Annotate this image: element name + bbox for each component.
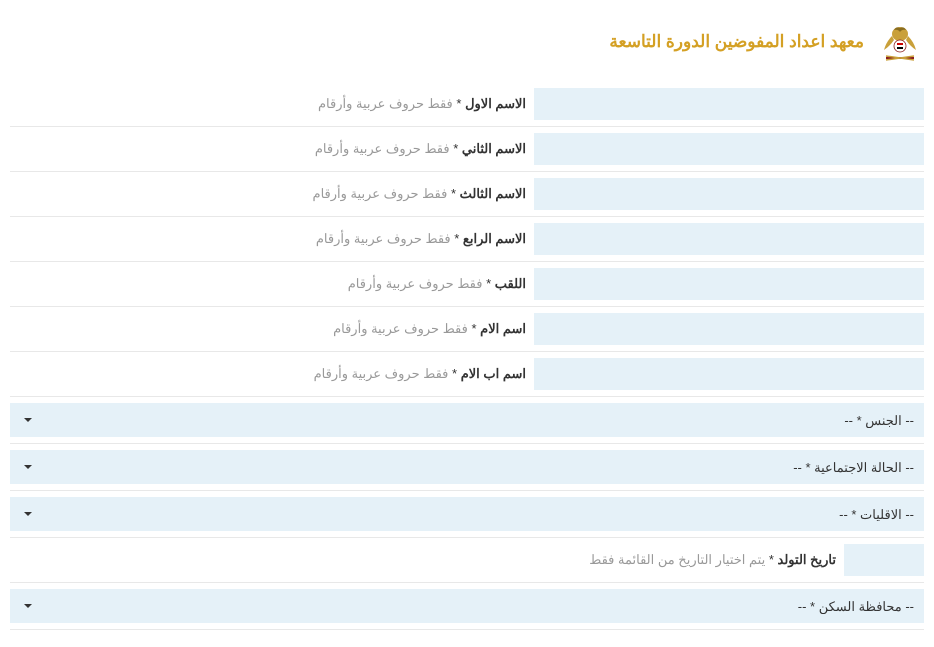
first-name-input[interactable]: [534, 88, 924, 120]
row-residence-gov: -- محافظة السكن * --: [10, 583, 924, 630]
mother-father-name-label: اسم اب الام * فقط حروف عربية وأرقام: [10, 366, 534, 382]
gender-select[interactable]: -- الجنس * --: [10, 403, 924, 437]
row-marital-status: -- الحالة الاجتماعية * --: [10, 444, 924, 491]
mother-name-label: اسم الام * فقط حروف عربية وأرقام: [10, 321, 534, 337]
third-name-label: الاسم الثالث * فقط حروف عربية وأرقام: [10, 186, 534, 202]
row-fourth-name: الاسم الرابع * فقط حروف عربية وأرقام: [10, 217, 924, 262]
third-name-input[interactable]: [534, 178, 924, 210]
second-name-input[interactable]: [534, 133, 924, 165]
row-third-name: الاسم الثالث * فقط حروف عربية وأرقام: [10, 172, 924, 217]
birth-date-label: تاريخ التولد * يتم اختيار التاريخ من الق…: [589, 552, 844, 568]
fourth-name-input[interactable]: [534, 223, 924, 255]
row-mother-name: اسم الام * فقط حروف عربية وأرقام: [10, 307, 924, 352]
mother-name-input[interactable]: [534, 313, 924, 345]
marital-status-select[interactable]: -- الحالة الاجتماعية * --: [10, 450, 924, 484]
minorities-select[interactable]: -- الاقليات * --: [10, 497, 924, 531]
birth-date-input[interactable]: [844, 544, 924, 576]
row-first-name: الاسم الاول * فقط حروف عربية وأرقام: [10, 82, 924, 127]
row-minorities: -- الاقليات * --: [10, 491, 924, 538]
row-second-name: الاسم الثاني * فقط حروف عربية وأرقام: [10, 127, 924, 172]
logo-icon: [876, 18, 924, 66]
surname-input[interactable]: [534, 268, 924, 300]
residence-gov-select[interactable]: -- محافظة السكن * --: [10, 589, 924, 623]
row-surname: اللقب * فقط حروف عربية وأرقام: [10, 262, 924, 307]
page-title: معهد اعداد المفوضين الدورة التاسعة: [609, 32, 864, 52]
row-gender: -- الجنس * --: [10, 397, 924, 444]
surname-label: اللقب * فقط حروف عربية وأرقام: [10, 276, 534, 292]
first-name-label: الاسم الاول * فقط حروف عربية وأرقام: [10, 96, 534, 112]
mother-father-name-input[interactable]: [534, 358, 924, 390]
second-name-label: الاسم الثاني * فقط حروف عربية وأرقام: [10, 141, 534, 157]
fourth-name-label: الاسم الرابع * فقط حروف عربية وأرقام: [10, 231, 534, 247]
page-header: معهد اعداد المفوضين الدورة التاسعة: [10, 10, 924, 82]
row-birth-date: تاريخ التولد * يتم اختيار التاريخ من الق…: [10, 538, 924, 583]
row-mother-father-name: اسم اب الام * فقط حروف عربية وأرقام: [10, 352, 924, 397]
